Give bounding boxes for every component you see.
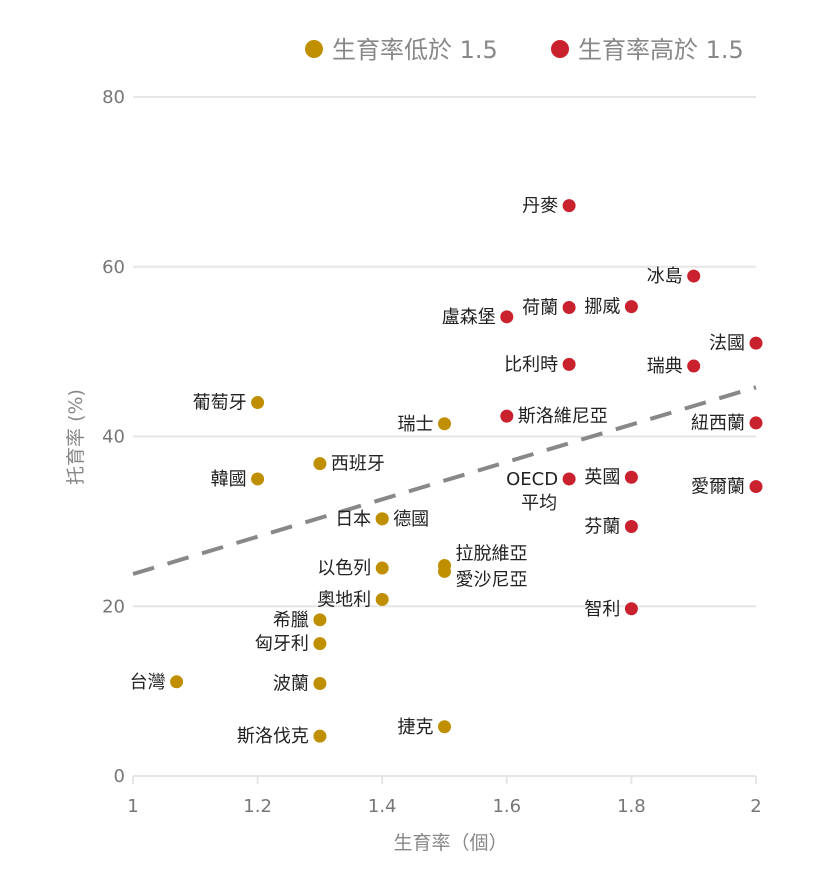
x-axis-title: 生育率（個）: [393, 832, 507, 854]
point-瑞士: [438, 417, 451, 431]
label-愛沙尼亞: 愛沙尼亞: [456, 569, 528, 590]
point-荷蘭: [562, 300, 576, 314]
label-斯洛維尼亞: 斯洛維尼亞: [518, 406, 608, 427]
label-oecd-平均-line2: 平均: [521, 493, 557, 514]
point-葡萄牙: [251, 396, 265, 410]
legend-marker-1: [551, 40, 569, 58]
x-tick-label: 1.6: [492, 796, 521, 817]
label-丹麥: 丹麥: [522, 196, 558, 217]
y-tick-label: 20: [102, 596, 125, 617]
trend-line-group: [132, 385, 757, 576]
label-荷蘭: 荷蘭: [522, 297, 558, 318]
label-韓國: 韓國: [211, 469, 247, 490]
label-西班牙: 西班牙: [331, 454, 385, 475]
label-愛爾蘭: 愛爾蘭: [691, 477, 745, 498]
label-匈牙利: 匈牙利: [255, 634, 309, 655]
point-以色列: [375, 561, 389, 575]
legend: 生育率低於 1.5 生育率高於 1.5: [305, 36, 744, 64]
point-捷克: [438, 720, 451, 734]
label-挪威: 挪威: [584, 297, 620, 318]
y-tick-label: 80: [102, 87, 125, 108]
label-紐西蘭: 紐西蘭: [691, 413, 745, 434]
point-愛沙尼亞: [438, 564, 451, 578]
label-智利: 智利: [584, 599, 620, 620]
point-韓國: [251, 472, 265, 486]
point-愛爾蘭: [749, 480, 763, 494]
point-斯洛維尼亞: [500, 409, 514, 423]
point-希臘: [313, 613, 327, 627]
point-挪威: [624, 300, 638, 314]
point-西班牙: [313, 457, 327, 471]
y-axis-title: 托育率 (%): [65, 389, 87, 485]
x-tick-label: 1.8: [617, 796, 646, 817]
y-tick-label: 60: [102, 257, 125, 278]
point-丹麥: [562, 199, 576, 213]
label-英國: 英國: [584, 467, 620, 488]
x-tick-label: 1.4: [368, 796, 397, 817]
label-波蘭: 波蘭: [273, 673, 309, 694]
label-捷克: 捷克: [398, 717, 434, 738]
label-瑞士: 瑞士: [398, 414, 434, 435]
point-盧森堡: [500, 310, 514, 324]
point-奧地利: [375, 592, 389, 606]
point-斯洛伐克: [313, 729, 327, 743]
label-冰島: 冰島: [647, 266, 683, 287]
x-tick-label: 1.2: [243, 796, 272, 817]
data-points: [170, 199, 763, 743]
label-盧森堡: 盧森堡: [442, 307, 496, 328]
point-波蘭: [313, 676, 327, 690]
label-德國: 德國: [393, 509, 429, 530]
label-葡萄牙: 葡萄牙: [193, 393, 247, 414]
point-oecd-平均: [562, 472, 576, 486]
label-以色列: 以色列: [317, 558, 371, 579]
point-英國: [624, 470, 638, 484]
point-冰島: [687, 269, 701, 283]
label-台灣: 台灣: [130, 672, 166, 693]
label-希臘: 希臘: [273, 610, 309, 631]
legend-marker-0: [305, 40, 323, 58]
label-芬蘭: 芬蘭: [584, 516, 620, 537]
point-比利時: [562, 357, 576, 371]
x-tick-label: 2: [750, 796, 761, 817]
point-智利: [624, 602, 638, 616]
x-tick-label: 1: [127, 796, 138, 817]
legend-label-0: 生育率低於 1.5: [332, 36, 498, 64]
axes: 0 20 40 60 80 1 1.2 1.4 1.6 1.8 2 生育率（個） 托育率 (%): [65, 87, 762, 854]
point-紐西蘭: [749, 416, 763, 430]
label-斯洛伐克: 斯洛伐克: [237, 726, 309, 747]
label-日本: 日本: [335, 509, 371, 530]
point-匈牙利: [313, 637, 327, 651]
point-芬蘭: [624, 519, 638, 533]
y-tick-label: 40: [102, 427, 125, 448]
label-法國: 法國: [709, 333, 745, 354]
label-比利時: 比利時: [504, 354, 558, 375]
grid-lines: [133, 96, 756, 608]
point-台灣: [170, 675, 184, 689]
legend-label-1: 生育率高於 1.5: [578, 36, 744, 64]
point-德國: [375, 512, 389, 526]
label-奧地利: 奧地利: [317, 589, 371, 610]
trend-line: [132, 385, 757, 576]
point-法國: [749, 336, 763, 350]
label-瑞典: 瑞典: [647, 356, 683, 377]
label-拉脫維亞: 拉脫維亞: [456, 544, 528, 565]
point-瑞典: [687, 359, 701, 373]
label-oecd-平均: OECD: [506, 469, 558, 490]
y-tick-label: 0: [114, 766, 125, 787]
